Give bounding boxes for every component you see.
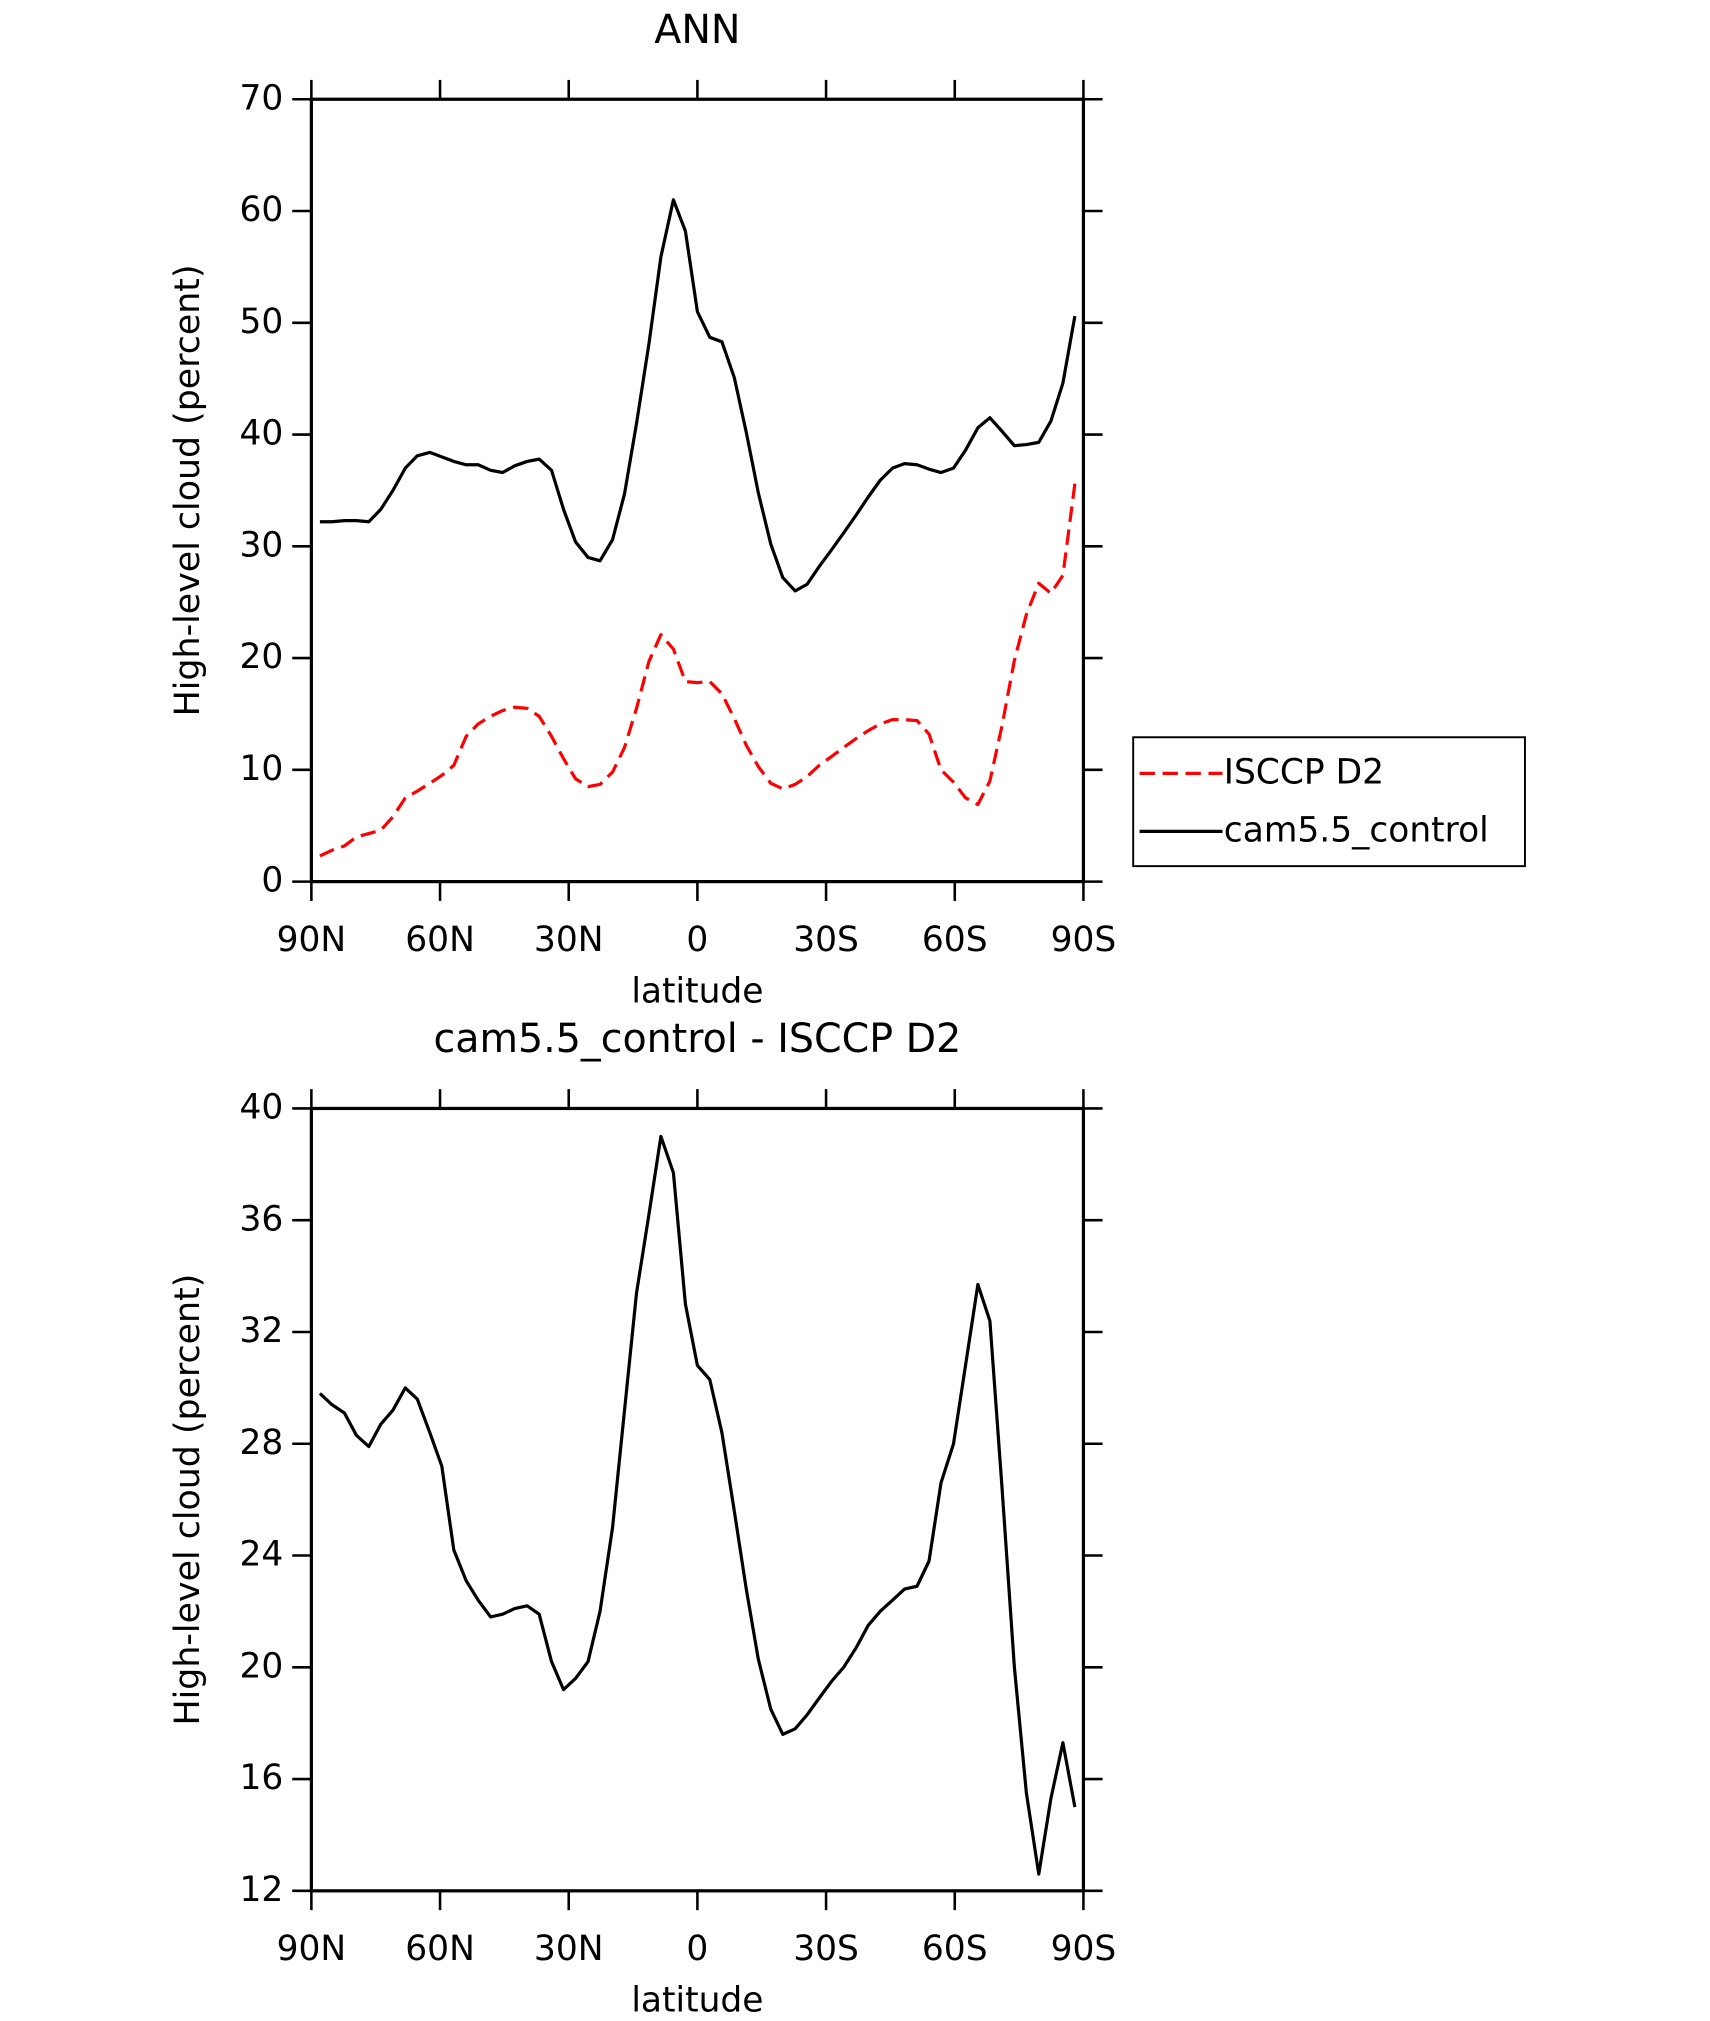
x-tick-label: 90N — [277, 1929, 347, 1969]
y-tick-label: 50 — [239, 302, 283, 342]
y-tick-label: 28 — [239, 1423, 283, 1463]
x-tick-label: 60N — [405, 1929, 475, 1969]
y-axis-title: High-level cloud (percent) — [168, 264, 208, 716]
x-tick-label: 60N — [405, 920, 475, 960]
y-tick-label: 12 — [239, 1870, 283, 1910]
x-tick-label: 0 — [686, 920, 708, 960]
data-line — [319, 483, 1077, 858]
x-tick-label: 30S — [793, 920, 859, 960]
plot-frame — [309, 97, 1086, 884]
x-tick-label: 30N — [534, 920, 604, 960]
data-line — [318, 1134, 1077, 1876]
y-tick-label: 20 — [239, 637, 283, 677]
y-tick-label: 40 — [239, 413, 283, 453]
x-tick-label: 90S — [1051, 1929, 1117, 1969]
y-tick-label: 0 — [261, 861, 283, 901]
chart-title: ANN — [654, 7, 740, 53]
y-tick-label: 16 — [239, 1758, 283, 1798]
y-tick-label: 10 — [239, 749, 283, 789]
y-tick-label: 30 — [239, 525, 283, 565]
y-tick-label: 36 — [239, 1199, 283, 1239]
x-tick-label: 90N — [277, 920, 347, 960]
y-tick-label: 70 — [239, 78, 283, 118]
data-line — [319, 198, 1077, 593]
y-tick-label: 40 — [239, 1087, 283, 1127]
legend-label: cam5.5_control — [1224, 810, 1489, 850]
y-tick-label: 60 — [239, 190, 283, 230]
x-tick-label: 30S — [793, 1929, 859, 1969]
y-tick-label: 20 — [239, 1646, 283, 1686]
plot: 90N 60N 30N 0 30S 60S 90S 0 10 20 30 40 50 60 70 ANN lat… — [168, 7, 1526, 1012]
plot-frame — [309, 1106, 1086, 1893]
x-tick-label: 90S — [1051, 920, 1117, 960]
plot: 90N 60N 30N 0 30S 60S 90S 12 16 20 24 28 32 36 40 cam5.… — [168, 1016, 1116, 2021]
y-tick-label: 24 — [239, 1534, 283, 1574]
y-axis-title: High-level cloud (percent) — [168, 1274, 208, 1726]
chart-title: cam5.5_control - ISCCP D2 — [434, 1016, 962, 1062]
x-tick-label: 30N — [534, 1929, 604, 1969]
x-tick-label: 60S — [922, 920, 988, 960]
x-axis-title: latitude — [631, 1981, 763, 2021]
x-tick-label: 60S — [922, 1929, 988, 1969]
x-axis-title: latitude — [631, 971, 763, 1011]
x-tick-label: 0 — [686, 1929, 708, 1969]
legend-box — [1132, 736, 1526, 868]
y-tick-label: 32 — [239, 1311, 283, 1351]
legend-label: ISCCP D2 — [1224, 752, 1384, 792]
